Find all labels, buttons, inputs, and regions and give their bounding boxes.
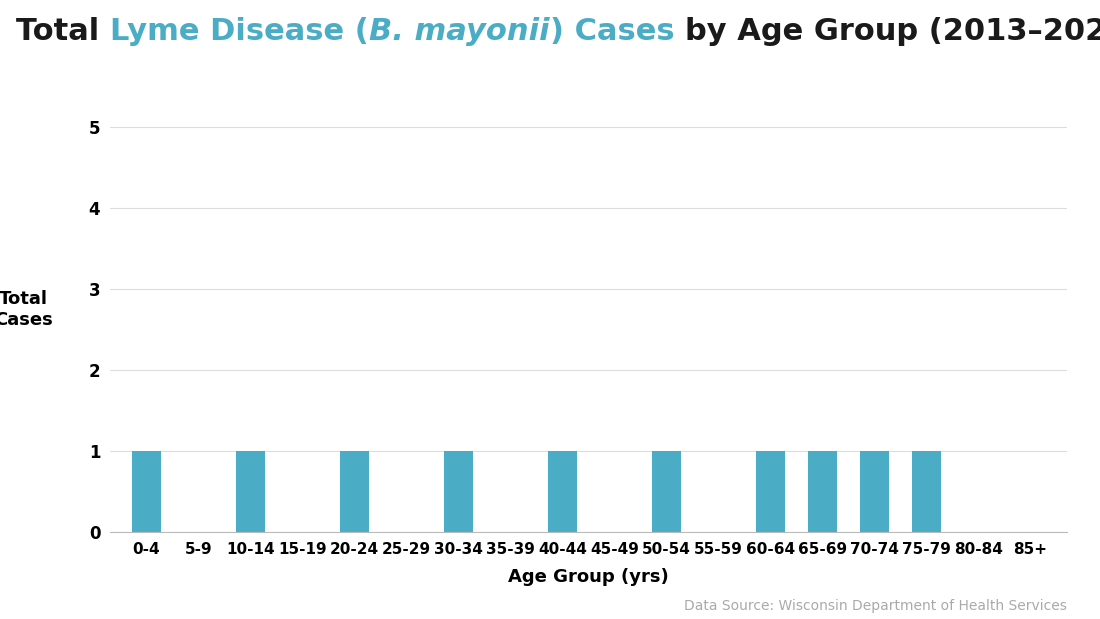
Text: Data Source: Wisconsin Department of Health Services: Data Source: Wisconsin Department of Hea… bbox=[684, 599, 1067, 613]
Bar bbox=[340, 451, 368, 532]
Bar bbox=[236, 451, 265, 532]
Bar bbox=[548, 451, 576, 532]
Bar bbox=[808, 451, 837, 532]
Text: by Age Group (2013–2023): by Age Group (2013–2023) bbox=[685, 17, 1100, 46]
Bar bbox=[652, 451, 681, 532]
Bar bbox=[444, 451, 473, 532]
X-axis label: Age Group (yrs): Age Group (yrs) bbox=[508, 568, 669, 586]
Bar bbox=[756, 451, 784, 532]
Text: Total
Cases: Total Cases bbox=[0, 290, 53, 329]
Text: Lyme Disease (: Lyme Disease ( bbox=[110, 17, 370, 46]
Text: B. mayonii: B. mayonii bbox=[370, 17, 550, 46]
Text: Total: Total bbox=[16, 17, 110, 46]
Bar bbox=[132, 451, 161, 532]
Text: ) Cases: ) Cases bbox=[550, 17, 685, 46]
Bar bbox=[860, 451, 889, 532]
Bar bbox=[912, 451, 940, 532]
